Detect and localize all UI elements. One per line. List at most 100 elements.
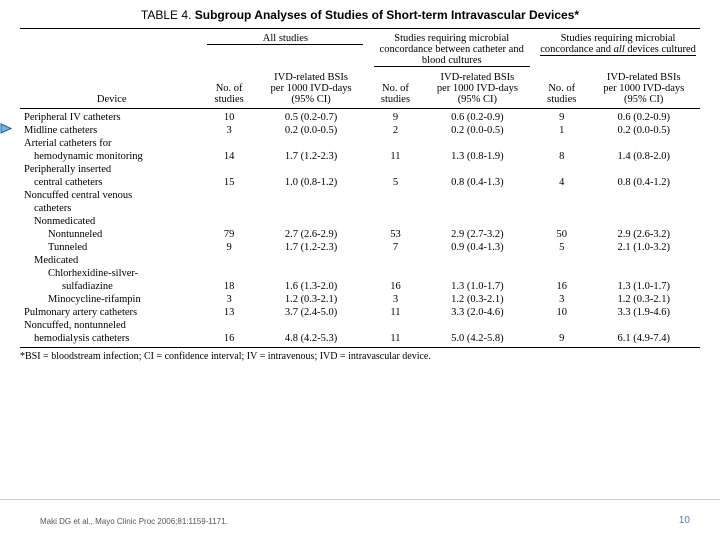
rate-cell: 2.1 (1.0-3.2) (587, 241, 700, 254)
col-rate: IVD-related BSIsper 1000 IVD-days(95% CI… (587, 71, 700, 109)
n-cell: 7 (370, 241, 421, 254)
device-cell: Peripheral IV catheters (20, 109, 203, 125)
rate-cell (255, 215, 368, 228)
table-row: hemodynamic monitoring141.7 (1.2-2.3)111… (20, 150, 700, 163)
footer-bar: Maki DG et al., Mayo Clinic Proc 2006;81… (0, 499, 720, 540)
n-cell: 9 (203, 241, 254, 254)
col-rate: IVD-related BSIsper 1000 IVD-days(95% CI… (255, 71, 368, 109)
table-row: central catheters151.0 (0.8-1.2)50.8 (0.… (20, 176, 700, 189)
n-cell: 3 (536, 293, 587, 306)
n-cell (203, 202, 254, 215)
n-cell: 10 (203, 109, 254, 125)
n-cell (370, 189, 421, 202)
table-row: Arterial catheters for (20, 137, 700, 150)
rate-cell (255, 319, 368, 332)
slide-number: 10 (679, 515, 690, 526)
rate-cell (587, 163, 700, 176)
group-header: Studies requiring microbial concordance … (540, 33, 696, 56)
rate-cell: 1.2 (0.3-2.1) (587, 293, 700, 306)
rate-cell (255, 202, 368, 215)
n-cell: 53 (370, 228, 421, 241)
pointer-marker-icon (0, 123, 12, 134)
device-cell: Medicated (20, 254, 203, 267)
col-n: No. of studies (536, 71, 587, 109)
rate-cell (421, 189, 534, 202)
rate-cell: 0.2 (0.0-0.5) (587, 124, 700, 137)
device-cell: Noncuffed central venous (20, 189, 203, 202)
n-cell (203, 163, 254, 176)
n-cell: 9 (536, 332, 587, 345)
rate-cell (421, 137, 534, 150)
device-cell: catheters (20, 202, 203, 215)
col-n: No. of studies (370, 71, 421, 109)
table-row: Pulmonary artery catheters133.7 (2.4-5.0… (20, 306, 700, 319)
rate-cell (421, 267, 534, 280)
n-cell: 1 (536, 124, 587, 137)
rate-cell (421, 163, 534, 176)
footnote: *BSI = bloodstream infection; CI = confi… (20, 347, 700, 362)
n-cell: 3 (203, 293, 254, 306)
rate-cell: 0.2 (0.0-0.5) (255, 124, 368, 137)
table-label: TABLE 4. (141, 8, 191, 22)
rate-cell: 2.9 (2.6-3.2) (587, 228, 700, 241)
device-cell: hemodynamic monitoring (20, 150, 203, 163)
device-cell: Arterial catheters for (20, 137, 203, 150)
device-cell: Noncuffed, nontunneled (20, 319, 203, 332)
n-cell: 11 (370, 150, 421, 163)
n-cell: 11 (370, 332, 421, 345)
n-cell (536, 202, 587, 215)
n-cell: 3 (370, 293, 421, 306)
rate-cell: 1.0 (0.8-1.2) (255, 176, 368, 189)
n-cell: 10 (536, 306, 587, 319)
rate-cell: 1.3 (0.8-1.9) (421, 150, 534, 163)
n-cell: 2 (370, 124, 421, 137)
citation: Maki DG et al., Mayo Clinic Proc 2006;81… (40, 517, 228, 526)
rate-cell: 5.0 (4.2-5.8) (421, 332, 534, 345)
device-cell: Peripherally inserted (20, 163, 203, 176)
table-title-text: Subgroup Analyses of Studies of Short-te… (195, 8, 579, 22)
device-cell: Pulmonary artery catheters (20, 306, 203, 319)
rate-cell: 0.2 (0.0-0.5) (421, 124, 534, 137)
data-table: All studies Studies requiring microbial … (20, 28, 700, 345)
rate-cell: 0.8 (0.4-1.2) (587, 176, 700, 189)
n-cell: 16 (370, 280, 421, 293)
col-n: No. of studies (203, 71, 254, 109)
n-cell (370, 319, 421, 332)
rate-cell (587, 189, 700, 202)
rate-cell: 1.7 (1.2-2.3) (255, 241, 368, 254)
rate-cell (255, 189, 368, 202)
rate-cell (255, 254, 368, 267)
rate-cell: 0.6 (0.2-0.9) (421, 109, 534, 125)
device-cell: Nontunneled (20, 228, 203, 241)
n-cell (203, 267, 254, 280)
device-cell: Tunneled (20, 241, 203, 254)
n-cell: 8 (536, 150, 587, 163)
table-row: Midline catheters30.2 (0.0-0.5)20.2 (0.0… (20, 124, 700, 137)
n-cell: 50 (536, 228, 587, 241)
rate-cell: 6.1 (4.9-7.4) (587, 332, 700, 345)
n-cell (203, 137, 254, 150)
device-cell: Chlorhexidine-silver- (20, 267, 203, 280)
rate-cell (421, 319, 534, 332)
device-cell: Midline catheters (20, 124, 203, 137)
n-cell (370, 202, 421, 215)
rate-cell (421, 202, 534, 215)
n-cell: 5 (536, 241, 587, 254)
n-cell: 11 (370, 306, 421, 319)
col-device: Device (20, 71, 203, 109)
table-row: sulfadiazine181.6 (1.3-2.0)161.3 (1.0-1.… (20, 280, 700, 293)
rate-cell: 0.9 (0.4-1.3) (421, 241, 534, 254)
device-cell: sulfadiazine (20, 280, 203, 293)
n-cell (536, 267, 587, 280)
rate-cell (421, 254, 534, 267)
sub-header-row: Device No. of studies IVD-related BSIspe… (20, 71, 700, 109)
n-cell: 18 (203, 280, 254, 293)
n-cell (203, 189, 254, 202)
rate-cell: 4.8 (4.2-5.3) (255, 332, 368, 345)
rate-cell: 3.3 (1.9-4.6) (587, 306, 700, 319)
table-title: TABLE 4. Subgroup Analyses of Studies of… (20, 8, 700, 22)
rate-cell: 1.2 (0.3-2.1) (255, 293, 368, 306)
n-cell (536, 215, 587, 228)
n-cell (370, 267, 421, 280)
table-row: Minocycline-rifampin31.2 (0.3-2.1)31.2 (… (20, 293, 700, 306)
